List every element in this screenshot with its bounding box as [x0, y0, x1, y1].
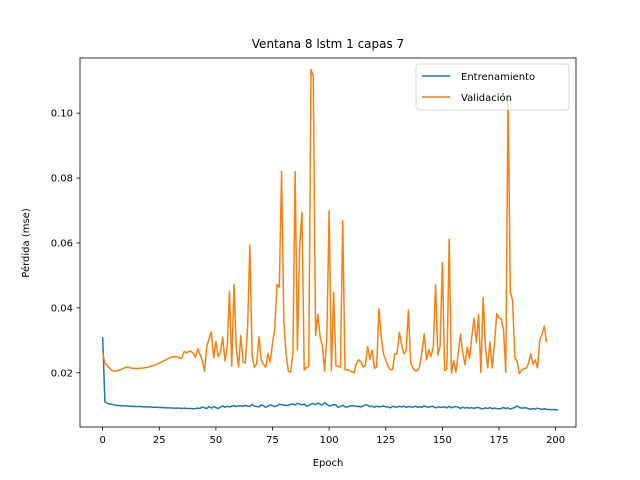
x-tick-label: 200: [546, 435, 565, 446]
y-axis: 0.02 0.04 0.06 0.08 0.10: [51, 109, 80, 379]
x-tick-label: 175: [489, 435, 508, 446]
y-tick-label: 0.04: [51, 303, 73, 314]
x-tick-label: 25: [153, 435, 166, 446]
y-axis-label: Pérdida (mse): [20, 208, 32, 278]
plot-lines: [101, 68, 558, 411]
x-tick-label: 0: [99, 435, 105, 446]
x-tick-label: 100: [320, 435, 339, 446]
x-tick-label: 50: [210, 435, 223, 446]
series-line-entrenamiento: [101, 337, 558, 411]
y-tick-label: 0.06: [51, 238, 73, 249]
y-tick-label: 0.02: [51, 368, 73, 379]
x-axis: 0 25 50 75 100 125 150 175 200: [99, 427, 565, 446]
y-tick-label: 0.08: [51, 174, 73, 185]
chart-title: Ventana 8 lstm 1 capas 7: [252, 37, 404, 51]
x-tick-label: 75: [266, 435, 279, 446]
series-line-validacion: [101, 68, 548, 375]
y-tick-label: 0.10: [51, 109, 73, 120]
x-tick-label: 150: [433, 435, 452, 446]
legend-label-entrenamiento: Entrenamiento: [461, 72, 535, 83]
legend-label-validacion: Validación: [461, 92, 512, 104]
legend-box: [415, 63, 570, 111]
x-axis-label: Epoch: [313, 458, 344, 469]
plot-frame: [79, 57, 577, 428]
x-tick-label: 125: [376, 435, 395, 446]
legend: Entrenamiento Validación: [415, 63, 570, 111]
